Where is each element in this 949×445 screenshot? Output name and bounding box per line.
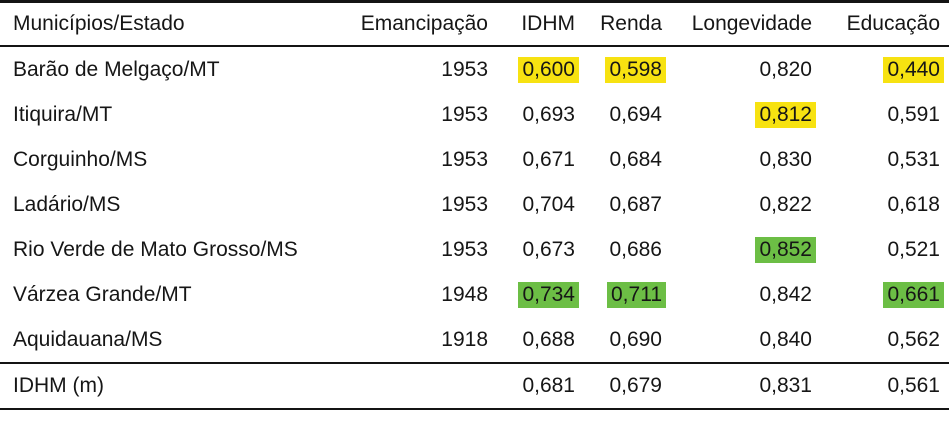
highlight-yellow: 0,812 [755,101,816,128]
value-cell-idhm: 0,671 [522,147,575,171]
municipality-cell: Rio Verde de Mato Grosso/MS [13,237,298,261]
value-cell-idhm: 0,704 [522,192,575,216]
table-row: Ladário/MS 1953 0,704 0,687 0,822 0,618 [0,182,949,227]
highlight-yellow: 0,440 [883,56,944,83]
value-cell-longevidade: 0,812 [670,92,820,137]
idhm-municipalities-table: Municípios/Estado Emancipação IDHM Renda Lon… [0,0,949,410]
highlight-green: 0,734 [518,281,579,308]
value-cell-idhm: 0,734 [497,272,583,317]
value-cell-renda: 0,711 [583,272,670,317]
value-cell-longevidade: 0,830 [759,147,812,171]
highlight-green: 0,661 [883,281,944,308]
value-cell-emancipacao: 1953 [441,102,488,126]
footer-row: IDHM (m) 0,681 0,679 0,831 0,561 [0,362,949,410]
value-cell-educacao: 0,618 [887,192,940,216]
footer-value-renda: 0,679 [583,362,670,410]
value-cell-renda: 0,686 [609,237,662,261]
table-body: Barão de Melgaço/MT 1953 0,600 0,598 0,820 0,… [0,46,949,363]
value-cell-emancipacao: 1953 [441,237,488,261]
value-cell-educacao: 0,661 [820,272,949,317]
municipality-cell: Corguinho/MS [13,147,148,171]
highlight-yellow: 0,600 [518,56,579,83]
footer-value-emancipacao [330,362,497,410]
column-header-educacao: Educação [820,1,949,47]
value-cell-educacao: 0,440 [820,46,949,92]
value-cell-longevidade: 0,852 [670,227,820,272]
column-header-idhm: IDHM [497,1,583,47]
municipality-cell: Aquidauana/MS [13,327,163,351]
footer-value-idhm: 0,681 [497,362,583,410]
municipality-cell: Ladário/MS [13,192,121,216]
value-cell-renda: 0,684 [609,147,662,171]
table-row: Aquidauana/MS 1918 0,688 0,690 0,840 0,562 [0,317,949,363]
value-cell-emancipacao: 1953 [441,57,488,81]
value-cell-renda: 0,690 [609,327,662,351]
table-row: Barão de Melgaço/MT 1953 0,600 0,598 0,820 0,… [0,46,949,92]
value-cell-longevidade: 0,822 [759,192,812,216]
footer-value-educacao: 0,561 [820,362,949,410]
value-cell-idhm: 0,673 [522,237,575,261]
column-header-municipios-estado: Municípios/Estado [0,1,330,47]
value-cell-longevidade: 0,842 [759,282,812,306]
table-row: Itiquira/MT 1953 0,693 0,694 0,812 0,591 [0,92,949,137]
value-cell-educacao: 0,562 [887,327,940,351]
value-cell-idhm: 0,693 [522,102,575,126]
column-header-emancipacao: Emancipação [330,1,497,47]
value-cell-renda: 0,687 [609,192,662,216]
header-row: Municípios/Estado Emancipação IDHM Renda Lon… [0,1,949,47]
column-header-longevidade: Longevidade [670,1,820,47]
municipality-cell: Itiquira/MT [13,102,113,126]
value-cell-emancipacao: 1953 [441,192,488,216]
municipality-cell: Várzea Grande/MT [13,282,192,306]
table-row: Várzea Grande/MT 1948 0,734 0,711 0,842 0,661 [0,272,949,317]
value-cell-longevidade: 0,820 [759,57,812,81]
highlight-yellow: 0,598 [605,56,666,83]
value-cell-educacao: 0,521 [887,237,940,261]
value-cell-emancipacao: 1948 [441,282,488,306]
value-cell-emancipacao: 1953 [441,147,488,171]
highlight-green: 0,852 [755,236,816,263]
value-cell-idhm: 0,688 [522,327,575,351]
value-cell-renda: 0,598 [583,46,670,92]
value-cell-educacao: 0,531 [887,147,940,171]
table-row: Rio Verde de Mato Grosso/MS 1953 0,673 0,68… [0,227,949,272]
value-cell-renda: 0,694 [609,102,662,126]
footer-value-longevidade: 0,831 [670,362,820,410]
column-header-renda: Renda [583,1,670,47]
value-cell-idhm: 0,600 [497,46,583,92]
table-footer: IDHM (m) 0,681 0,679 0,831 0,561 [0,362,949,410]
highlight-green: 0,711 [607,281,666,308]
table-row: Corguinho/MS 1953 0,671 0,684 0,830 0,531 [0,137,949,182]
value-cell-educacao: 0,591 [887,102,940,126]
municipality-cell: Barão de Melgaço/MT [13,57,220,81]
value-cell-emancipacao: 1918 [441,327,488,351]
value-cell-longevidade: 0,840 [759,327,812,351]
footer-label: IDHM (m) [0,362,330,410]
table-header: Municípios/Estado Emancipação IDHM Renda Lon… [0,1,949,47]
